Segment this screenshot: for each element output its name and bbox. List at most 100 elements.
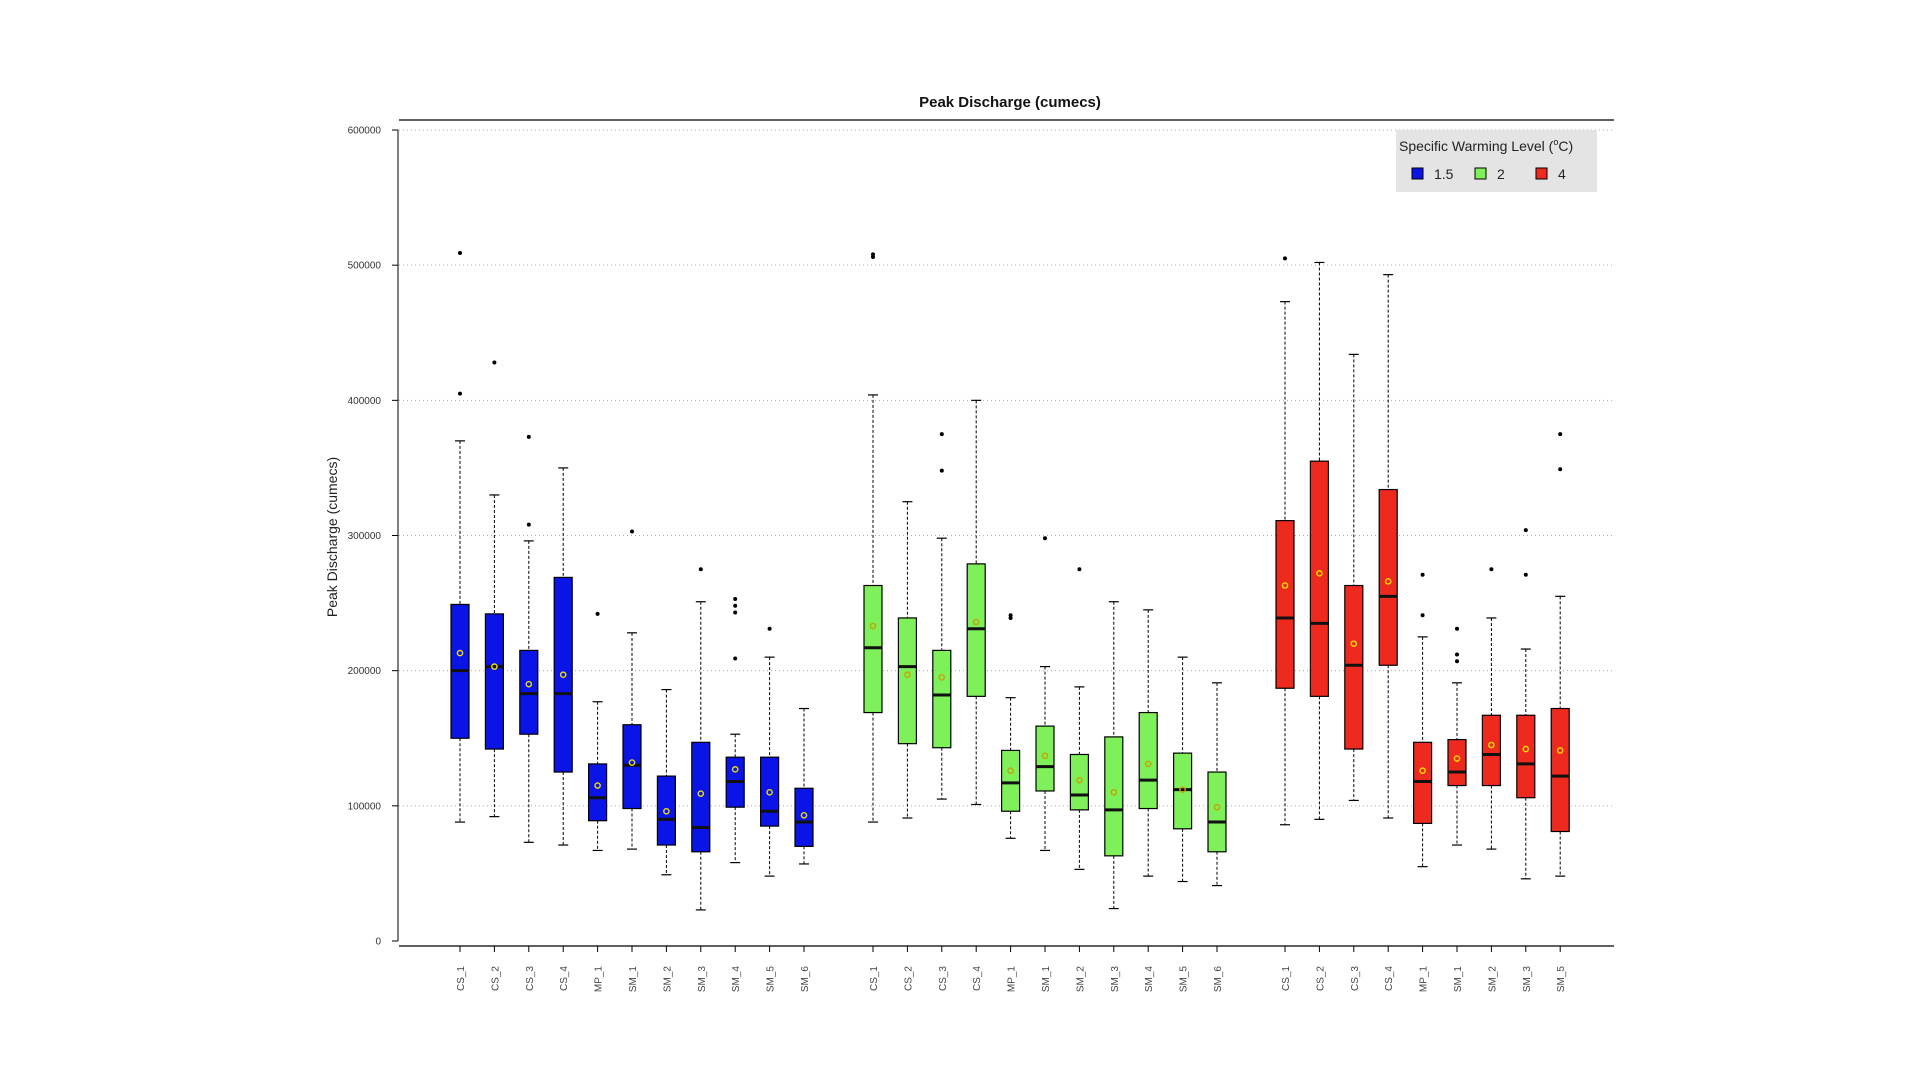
x-tick-label: SM_3 (1522, 966, 1533, 993)
y-tick-label: 100000 (348, 801, 382, 812)
mean-marker (869, 622, 877, 630)
outlier-point (458, 391, 462, 396)
box-4-CS_2: CS_2 (1309, 261, 1330, 991)
mean-marker (1453, 755, 1461, 762)
x-tick-label: CS_3 (938, 966, 949, 991)
mean-marker (697, 790, 705, 797)
x-tick-label: SM_1 (1041, 966, 1052, 993)
x-tick-label: SM_2 (1075, 966, 1086, 993)
box-iqr (932, 649, 952, 749)
outlier-point (1455, 652, 1459, 657)
x-tick-label: MP_1 (1419, 966, 1430, 993)
x-tick-label: CS_2 (903, 966, 914, 991)
outlier-point (595, 611, 600, 616)
box-2-CS_2: CS_2 (897, 501, 918, 991)
outlier-point (526, 522, 531, 527)
box-1.5-SM_3: SM_3 (691, 567, 711, 993)
mean-marker (972, 618, 980, 626)
box-2-SM_4: SM_4 (1138, 609, 1158, 993)
x-tick-label: SM_4 (731, 966, 742, 993)
box-iqr (1309, 460, 1330, 697)
x-tick-label: SM_1 (1453, 966, 1464, 993)
box-2-CS_4: CS_4 (966, 399, 986, 991)
box-1.5-SM_1: SM_1 (622, 529, 642, 993)
x-tick-label: SM_5 (766, 966, 777, 993)
legend-background (1396, 130, 1597, 192)
legend-swatch (1535, 167, 1548, 180)
box-4-CS_1: CS_1 (1275, 256, 1295, 991)
box-iqr (1516, 714, 1536, 799)
outlier-point (871, 252, 875, 257)
x-tick-label: CS_4 (972, 966, 983, 991)
x-tick-label: SM_6 (1213, 966, 1224, 993)
mean-marker (904, 671, 911, 679)
mean-marker (1350, 640, 1358, 647)
x-tick-label: MP_1 (1007, 966, 1018, 993)
y-tick-label: 600000 (348, 126, 382, 137)
mean-marker (1007, 767, 1014, 774)
legend-label: 1.5 (1434, 166, 1454, 182)
y-axis-label: Peak Discharge (cumecs) (324, 457, 340, 617)
mean-marker (663, 807, 670, 815)
x-tick-label: SM_1 (628, 966, 639, 993)
box-iqr (484, 613, 504, 750)
box-iqr (656, 775, 677, 846)
mean-marker (1281, 582, 1289, 589)
mean-marker (1110, 789, 1118, 796)
mean-marker (594, 782, 601, 789)
legend-entry-1.5: 1.5 (1411, 166, 1454, 182)
mean-marker (1556, 747, 1564, 754)
box-2-SM_1: SM_1 (1035, 536, 1055, 993)
y-tick-label: 200000 (348, 666, 382, 677)
box-1.5-SM_6: SM_6 (794, 707, 814, 992)
legend-label: 4 (1558, 166, 1566, 182)
box-4-CS_4: CS_4 (1378, 274, 1398, 991)
x-tick-label: SM_4 (1144, 966, 1155, 993)
box-iqr (1481, 714, 1502, 787)
outlier-point (1523, 572, 1528, 577)
box-4-SM_5: SM_5 (1550, 432, 1570, 992)
outlier-point (630, 529, 634, 534)
outlier-point (526, 434, 531, 439)
legend-title-end: C) (1558, 138, 1573, 154)
box-group-4: CS_1 CS_2 CS_3 CS_4 MP_1 SM_1 SM_2 SM_3 SM_5 (1275, 256, 1570, 993)
outlier-point (698, 567, 703, 572)
box-group-2: CS_1 CS_2 CS_3 CS_4 MP_1 SM_1 SM_2 SM_3 SM_4 SM_5… (863, 252, 1227, 993)
outlier-point (458, 251, 462, 256)
box-iqr (553, 576, 573, 773)
mean-marker (525, 680, 533, 688)
box-2-CS_1: CS_1 (863, 252, 883, 991)
x-tick-label: SM_2 (662, 966, 673, 993)
x-tick-label: CS_2 (1315, 966, 1326, 991)
box-1.5-MP_1: MP_1 (587, 611, 608, 992)
mean-marker (1488, 741, 1495, 749)
mean-marker (1213, 803, 1221, 811)
box-iqr (1000, 749, 1021, 812)
box-iqr (1447, 739, 1467, 787)
outlier-point (1523, 528, 1528, 533)
box-iqr (587, 763, 608, 822)
legend-title: Specific Warming Level (oC) (1399, 137, 1573, 154)
mean-marker (1144, 760, 1152, 768)
mean-marker (1041, 752, 1049, 760)
legend-title-text: Specific Warming Level ( (1399, 138, 1554, 154)
box-iqr (1207, 771, 1227, 853)
outlier-point (1043, 536, 1047, 541)
legend-title-superscript: o (1553, 137, 1558, 147)
mean-marker (1384, 578, 1392, 585)
box-iqr (1275, 520, 1295, 689)
axes: 0 100000 200000 300000 400000 500000 600000 (348, 119, 1614, 948)
gridlines (399, 129, 1614, 807)
box-4-SM_2: SM_2 (1481, 567, 1502, 992)
legend-swatch (1474, 167, 1487, 180)
legend-entry-2: 2 (1474, 166, 1505, 182)
x-tick-label: SM_3 (697, 966, 708, 993)
x-tick-label: CS_4 (559, 966, 570, 991)
y-tick-label: 300000 (348, 531, 382, 542)
outlier-point (733, 610, 738, 615)
x-tick-label: CS_2 (490, 966, 501, 991)
y-tick-label: 0 (375, 937, 381, 948)
box-2-SM_5: SM_5 (1172, 656, 1193, 992)
mean-marker (1419, 767, 1426, 774)
